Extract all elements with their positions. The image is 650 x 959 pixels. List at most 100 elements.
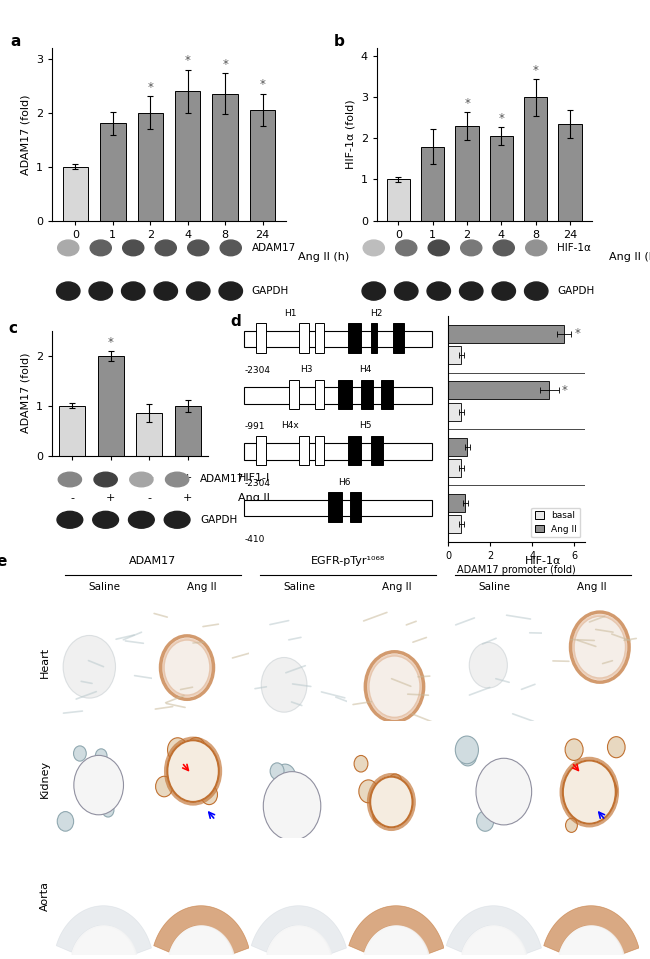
Y-axis label: HIF-1α (fold): HIF-1α (fold) — [345, 100, 356, 169]
Text: *: * — [185, 54, 190, 67]
Bar — [138, 112, 163, 221]
Text: e: e — [0, 554, 7, 569]
Ellipse shape — [493, 240, 514, 256]
Bar — [100, 124, 125, 221]
Ellipse shape — [427, 282, 450, 300]
Circle shape — [163, 640, 211, 696]
Ellipse shape — [58, 240, 79, 256]
Bar — [558, 124, 582, 221]
Circle shape — [261, 658, 307, 713]
Text: Heart: Heart — [40, 647, 49, 678]
Circle shape — [389, 774, 402, 790]
Text: -: - — [70, 473, 74, 483]
Text: H4: H4 — [359, 365, 372, 374]
Circle shape — [573, 616, 626, 679]
FancyBboxPatch shape — [244, 443, 432, 460]
Bar — [338, 380, 352, 409]
Bar — [299, 323, 309, 353]
Text: -2304: -2304 — [244, 366, 270, 375]
Bar — [448, 459, 461, 477]
Polygon shape — [153, 905, 249, 954]
Bar — [299, 436, 309, 465]
Ellipse shape — [362, 282, 385, 300]
Ellipse shape — [89, 282, 112, 300]
Circle shape — [369, 655, 421, 718]
Text: Kidney: Kidney — [40, 760, 49, 798]
Circle shape — [373, 808, 385, 823]
Circle shape — [155, 776, 173, 797]
Text: Ang II: Ang II — [238, 493, 270, 503]
Text: Saline: Saline — [478, 582, 510, 592]
Circle shape — [270, 799, 282, 813]
Circle shape — [354, 756, 368, 772]
Bar — [524, 97, 547, 221]
Circle shape — [476, 759, 532, 825]
Bar — [315, 323, 324, 353]
Bar — [350, 492, 361, 522]
Bar — [381, 380, 393, 409]
Text: HIF1-I: HIF1-I — [238, 473, 270, 483]
Bar — [348, 436, 361, 465]
Text: ADAM17: ADAM17 — [200, 475, 244, 484]
Ellipse shape — [164, 511, 190, 528]
Circle shape — [455, 737, 478, 763]
Text: -410: -410 — [244, 535, 265, 544]
Circle shape — [370, 777, 413, 828]
Text: *: * — [464, 97, 470, 109]
Text: H2: H2 — [370, 309, 382, 317]
Ellipse shape — [460, 282, 483, 300]
Circle shape — [469, 643, 508, 688]
Ellipse shape — [94, 472, 117, 487]
Polygon shape — [348, 905, 444, 954]
Circle shape — [608, 737, 625, 758]
Text: H1: H1 — [284, 309, 296, 317]
Bar — [98, 356, 124, 456]
Circle shape — [73, 746, 86, 761]
Circle shape — [274, 808, 289, 828]
Text: d: d — [231, 314, 242, 329]
Ellipse shape — [220, 240, 241, 256]
Circle shape — [374, 793, 392, 814]
Text: a: a — [10, 35, 20, 49]
FancyBboxPatch shape — [244, 500, 432, 517]
Text: GAPDH: GAPDH — [558, 286, 595, 296]
Ellipse shape — [428, 240, 449, 256]
Circle shape — [566, 818, 577, 832]
Bar — [315, 436, 324, 465]
Text: H5: H5 — [359, 421, 372, 431]
Legend: basal, Ang II: basal, Ang II — [531, 507, 580, 537]
Text: c: c — [8, 321, 18, 336]
Text: *: * — [533, 63, 539, 77]
Ellipse shape — [396, 240, 417, 256]
Ellipse shape — [90, 240, 111, 256]
Text: *: * — [499, 112, 504, 126]
Text: ADAM17: ADAM17 — [129, 555, 176, 566]
Text: H4x: H4x — [281, 421, 299, 431]
Text: -2304: -2304 — [244, 479, 270, 488]
Circle shape — [167, 740, 219, 802]
Ellipse shape — [123, 240, 144, 256]
Text: -: - — [109, 473, 112, 483]
Circle shape — [102, 803, 114, 817]
Bar — [213, 94, 238, 221]
Text: Ang II: Ang II — [187, 582, 216, 592]
Text: +: + — [144, 473, 154, 483]
Ellipse shape — [395, 282, 418, 300]
Bar — [328, 492, 342, 522]
Ellipse shape — [219, 282, 242, 300]
Text: *: * — [260, 78, 266, 91]
Ellipse shape — [122, 282, 145, 300]
Ellipse shape — [57, 511, 83, 528]
Circle shape — [583, 771, 602, 793]
Text: Ang II: Ang II — [382, 582, 411, 592]
Ellipse shape — [154, 282, 177, 300]
Bar — [371, 436, 383, 465]
Ellipse shape — [492, 282, 515, 300]
Circle shape — [482, 797, 501, 820]
Ellipse shape — [129, 511, 154, 528]
Bar — [448, 382, 549, 399]
Circle shape — [57, 811, 73, 831]
Circle shape — [359, 780, 378, 803]
Polygon shape — [543, 905, 639, 954]
Text: *: * — [108, 336, 114, 349]
